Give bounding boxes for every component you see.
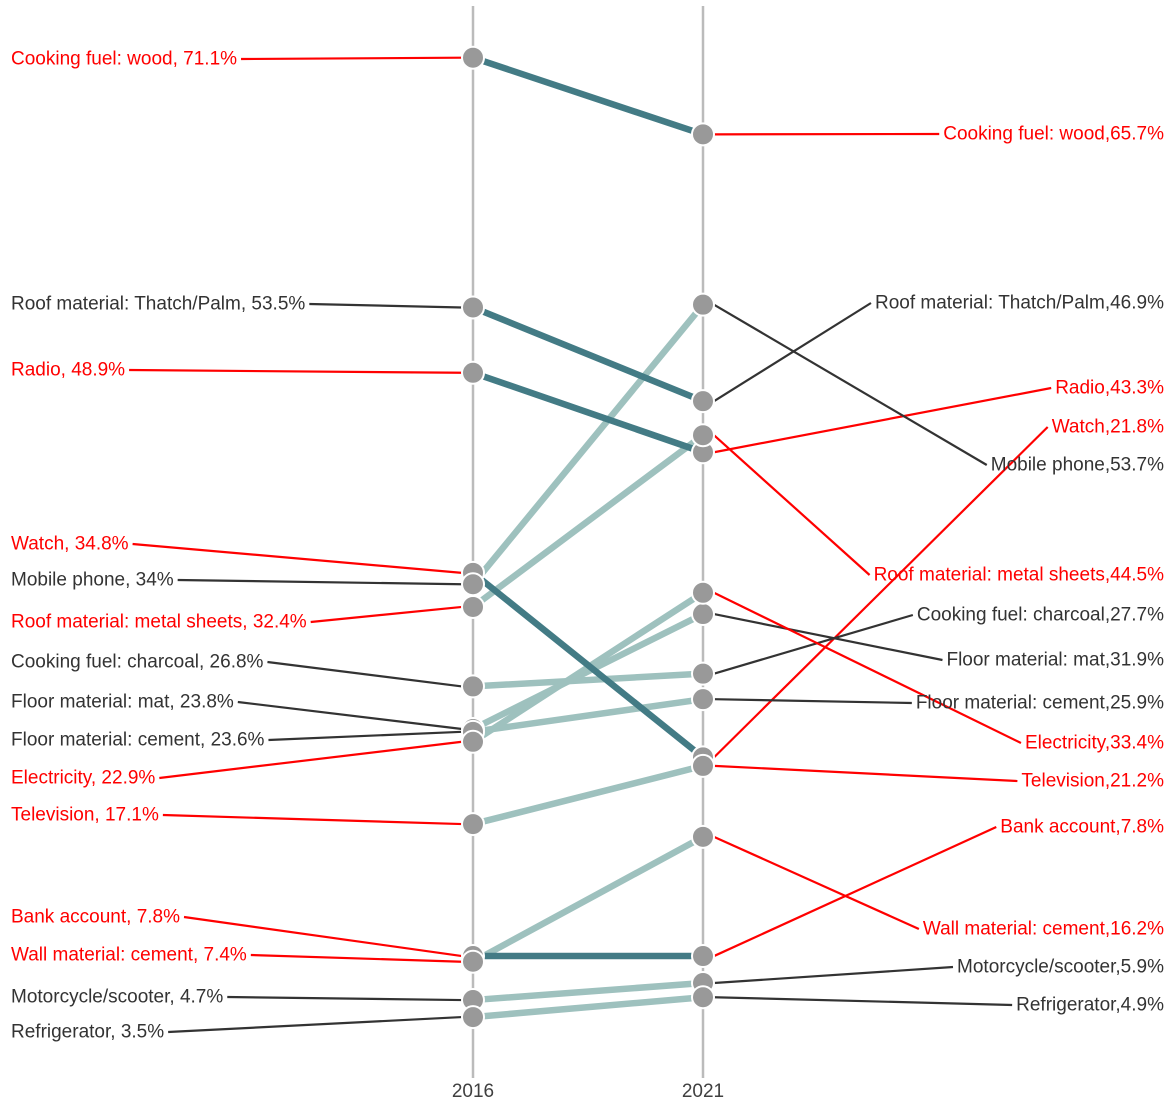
- leader-2016-roof-material-thatch-palm: [309, 304, 462, 307]
- label-2016-mobile-phone: Mobile phone, 34%: [11, 570, 174, 591]
- leader-2021-radio: [714, 388, 1051, 452]
- label-2021-roof-material-metal-sheets: Roof material: metal sheets,44.5%: [874, 565, 1165, 586]
- point-2021-refrigerator: [692, 986, 714, 1008]
- label-2021-floor-material-mat: Floor material: mat,31.9%: [946, 650, 1164, 671]
- label-2016-wall-material-cement: Wall material: cement, 7.4%: [11, 945, 247, 966]
- point-2021-cooking-fuel-charcoal: [692, 663, 714, 685]
- point-2016-radio: [462, 362, 484, 384]
- leader-2016-radio: [129, 370, 462, 373]
- label-2021-roof-material-thatch-palm: Roof material: Thatch/Palm,46.9%: [875, 293, 1164, 314]
- point-2016-cooking-fuel-wood: [462, 47, 484, 69]
- slope-line-mobile-phone: [473, 305, 703, 585]
- leader-2016-cooking-fuel-wood: [241, 58, 462, 59]
- leader-2021-motorcycle-scooter: [714, 967, 953, 983]
- leader-2016-roof-material-metal-sheets: [311, 607, 462, 622]
- point-2016-roof-material-thatch-palm: [462, 296, 484, 318]
- point-2021-floor-material-cement: [692, 688, 714, 710]
- label-2016-roof-material-thatch-palm: Roof material: Thatch/Palm, 53.5%: [11, 294, 305, 315]
- leader-2016-motorcycle-scooter: [227, 997, 462, 1000]
- leader-2016-floor-material-mat: [238, 702, 462, 729]
- leader-2021-mobile-phone: [714, 305, 987, 465]
- leader-2021-cooking-fuel-charcoal: [714, 615, 913, 674]
- label-2021-motorcycle-scooter: Motorcycle/scooter,5.9%: [957, 957, 1164, 978]
- leader-2016-wall-material-cement: [251, 955, 462, 962]
- label-2021-refrigerator: Refrigerator,4.9%: [1016, 995, 1164, 1016]
- axis-tick-label-2016: 2016: [452, 1081, 494, 1101]
- label-2016-motorcycle-scooter: Motorcycle/scooter, 4.7%: [11, 987, 223, 1008]
- leader-2016-mobile-phone: [178, 580, 462, 584]
- label-2016-refrigerator: Refrigerator, 3.5%: [11, 1022, 164, 1043]
- label-2021-wall-material-cement: Wall material: cement,16.2%: [923, 919, 1164, 940]
- data-labels: Cooking fuel: wood, 71.1% Cooking fuel: w…: [11, 49, 1164, 1043]
- label-2016-floor-material-cement: Floor material: cement, 23.6%: [11, 730, 265, 751]
- point-2021-floor-material-mat: [692, 603, 714, 625]
- axes-layer: 2016 2021: [452, 6, 724, 1101]
- leader-2016-cooking-fuel-charcoal: [267, 662, 462, 686]
- point-2021-television: [692, 755, 714, 777]
- slope-line-cooking-fuel-wood: [473, 58, 703, 135]
- leader-2016-floor-material-cement: [268, 732, 462, 740]
- slope-lines: [473, 58, 703, 1017]
- label-2016-radio: Radio, 48.9%: [11, 360, 125, 381]
- leader-2021-television: [714, 766, 1017, 781]
- leader-2021-wall-material-cement: [714, 837, 919, 929]
- label-leader-lines: [129, 58, 1051, 1032]
- point-2016-wall-material-cement: [462, 951, 484, 973]
- point-2016-electricity: [462, 731, 484, 753]
- label-2016-electricity: Electricity, 22.9%: [11, 768, 155, 789]
- label-2021-cooking-fuel-charcoal: Cooking fuel: charcoal,27.7%: [917, 605, 1164, 626]
- point-2021-mobile-phone: [692, 294, 714, 316]
- slope-line-cooking-fuel-charcoal: [473, 674, 703, 687]
- point-2021-roof-material-thatch-palm: [692, 390, 714, 412]
- point-2021-cooking-fuel-wood: [692, 123, 714, 145]
- point-2021-bank-account: [692, 945, 714, 967]
- label-2021-bank-account: Bank account,7.8%: [1000, 817, 1164, 838]
- axis-tick-label-2021: 2021: [682, 1081, 724, 1101]
- label-2021-television: Television,21.2%: [1021, 771, 1164, 792]
- slope-line-floor-material-mat: [473, 614, 703, 729]
- label-2021-radio: Radio,43.3%: [1055, 378, 1164, 399]
- point-2021-electricity: [692, 582, 714, 604]
- leader-2016-refrigerator: [168, 1017, 462, 1032]
- label-2016-television: Television, 17.1%: [11, 805, 159, 826]
- point-2021-roof-material-metal-sheets: [692, 424, 714, 446]
- leader-2021-roof-material-metal-sheets: [714, 435, 870, 575]
- leader-2021-floor-material-cement: [714, 699, 912, 703]
- point-2016-roof-material-metal-sheets: [462, 596, 484, 618]
- leader-2021-refrigerator: [714, 997, 1012, 1005]
- label-2021-mobile-phone: Mobile phone,53.7%: [991, 455, 1164, 476]
- label-2021-watch: Watch,21.8%: [1052, 417, 1164, 438]
- label-2016-watch: Watch, 34.8%: [11, 534, 129, 555]
- leader-2016-watch: [133, 544, 462, 573]
- leader-2016-television: [163, 815, 462, 824]
- slope-line-roof-material-metal-sheets: [473, 435, 703, 607]
- label-2016-cooking-fuel-wood: Cooking fuel: wood, 71.1%: [11, 49, 237, 70]
- point-2016-television: [462, 813, 484, 835]
- point-2016-mobile-phone: [462, 573, 484, 595]
- slope-line-wall-material-cement: [473, 837, 703, 962]
- label-2021-floor-material-cement: Floor material: cement,25.9%: [916, 693, 1164, 714]
- point-2021-wall-material-cement: [692, 826, 714, 848]
- label-2021-electricity: Electricity,33.4%: [1025, 733, 1164, 754]
- leader-2021-floor-material-mat: [714, 614, 942, 660]
- point-2016-cooking-fuel-charcoal: [462, 675, 484, 697]
- label-2016-bank-account: Bank account, 7.8%: [11, 907, 180, 928]
- label-2016-roof-material-metal-sheets: Roof material: metal sheets, 32.4%: [11, 612, 307, 633]
- point-2016-refrigerator: [462, 1006, 484, 1028]
- data-points: [462, 47, 714, 1028]
- slope-line-television: [473, 766, 703, 824]
- label-2021-cooking-fuel-wood: Cooking fuel: wood,65.7%: [943, 124, 1164, 145]
- label-2016-floor-material-mat: Floor material: mat, 23.8%: [11, 692, 234, 713]
- label-2016-cooking-fuel-charcoal: Cooking fuel: charcoal, 26.8%: [11, 652, 264, 673]
